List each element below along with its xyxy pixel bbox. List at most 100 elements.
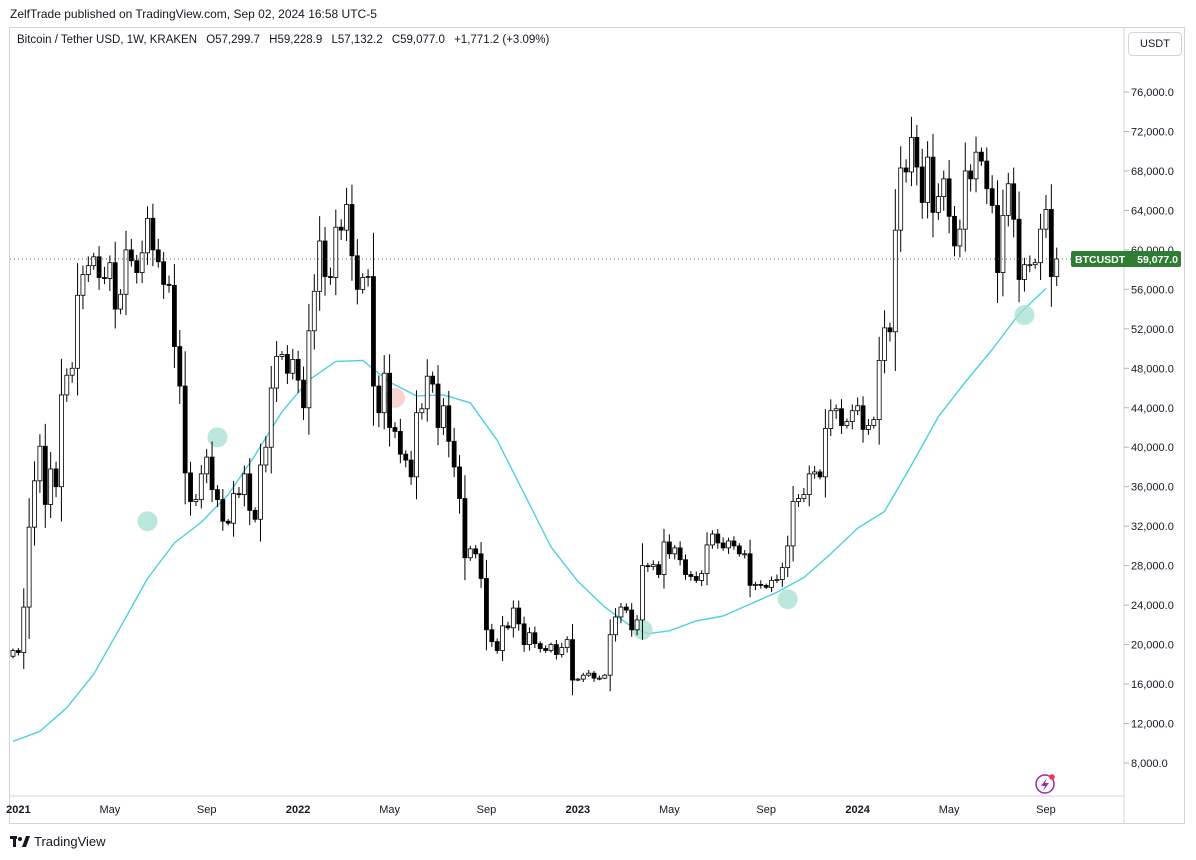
candle	[898, 146, 904, 252]
candle	[317, 216, 323, 311]
candle	[225, 519, 231, 526]
candle	[128, 238, 134, 267]
candle-body-up	[564, 639, 570, 648]
candle-body-down	[914, 136, 920, 168]
y-tick-label: 40,000.0	[1131, 442, 1174, 454]
candle	[231, 481, 236, 537]
candle-body-up	[69, 367, 75, 376]
candle	[69, 362, 75, 383]
x-tick-label: May	[379, 804, 400, 816]
candle-body-up	[855, 405, 861, 412]
candle-body-down	[457, 466, 462, 499]
candle	[247, 458, 253, 526]
candle	[354, 239, 360, 305]
candle	[155, 238, 161, 268]
candle	[139, 240, 145, 284]
candle	[844, 418, 850, 429]
candle	[91, 252, 97, 270]
candle-body-up	[311, 290, 317, 332]
price-tag-value: 59,077.0	[1137, 254, 1178, 266]
x-tick-label: Sep	[477, 804, 497, 816]
candle	[161, 252, 167, 300]
candle-body-up	[231, 493, 236, 524]
candle-body-up	[790, 501, 796, 547]
candle-body-up	[414, 412, 419, 478]
candle-body-down	[570, 639, 575, 681]
candle	[564, 636, 570, 653]
candle-body-down	[15, 650, 21, 653]
candle-body-down	[629, 609, 635, 631]
candle-body-up	[704, 544, 710, 574]
candle	[629, 603, 635, 637]
candle	[995, 180, 1000, 303]
candle	[473, 545, 479, 559]
candle-body-up	[333, 226, 339, 278]
symbol-info-bar: Bitcoin / Tether USD, 1W, KRAKEN O57,299…	[17, 34, 549, 46]
candle	[666, 534, 672, 559]
candle	[462, 475, 468, 581]
candle-body-down	[96, 256, 102, 278]
candle-body-up	[575, 678, 581, 681]
candle-body-down	[161, 261, 167, 285]
candle	[521, 616, 527, 652]
candle	[892, 189, 898, 372]
candle	[489, 623, 495, 647]
candle-body-down	[295, 359, 301, 381]
candle	[925, 141, 930, 219]
candle-body-up	[801, 494, 807, 499]
candle-body-down	[354, 255, 360, 290]
candle	[414, 390, 419, 500]
candle-body-down	[543, 648, 549, 651]
symbol-name[interactable]: Bitcoin / Tether USD, 1W, KRAKEN	[17, 34, 198, 46]
candle-body-down	[952, 215, 957, 247]
candle-body-down	[171, 285, 177, 347]
candle-body-up	[204, 456, 210, 475]
candle	[435, 365, 441, 446]
y-tick-label: 16,000.0	[1131, 679, 1174, 691]
candle	[645, 562, 651, 572]
candle-body-up	[424, 375, 430, 410]
candle	[1016, 191, 1022, 303]
candle	[935, 183, 941, 220]
candle	[559, 642, 565, 658]
candle-body-down	[102, 277, 107, 279]
candle-body-up	[618, 606, 624, 618]
candle-body-up	[892, 229, 898, 333]
candle	[274, 341, 280, 402]
candle	[1027, 255, 1033, 273]
candle-body-down	[919, 166, 925, 203]
candle	[166, 275, 172, 293]
candle	[381, 355, 387, 430]
candle-body-up	[500, 625, 505, 651]
candle	[882, 310, 887, 374]
candle-body-down	[42, 445, 48, 505]
y-tick-label: 68,000.0	[1131, 166, 1174, 178]
candle	[984, 147, 990, 205]
candle	[333, 209, 339, 296]
candle	[306, 303, 312, 435]
candle	[365, 269, 371, 287]
candle-body-up	[10, 650, 16, 657]
candle-body-down	[188, 472, 193, 502]
candle	[833, 404, 839, 419]
candle-body-up	[710, 533, 715, 546]
candle	[21, 588, 27, 670]
candle-body-down	[225, 520, 231, 524]
candle	[677, 541, 683, 566]
candle-body-up	[586, 672, 592, 676]
candle-body-up	[193, 499, 199, 502]
lightning-icon[interactable]	[1035, 774, 1055, 794]
candle-body-up	[822, 428, 828, 478]
candle-body-down	[677, 547, 683, 561]
candle	[575, 677, 581, 682]
candle-body-down	[763, 584, 769, 588]
candle	[198, 464, 204, 509]
candle-body-up	[640, 565, 645, 621]
tradingview-brand[interactable]: TradingView	[10, 834, 106, 849]
price-tag-ticker: BTCUSDT	[1075, 254, 1126, 266]
candle-body-down	[860, 405, 866, 430]
currency-button[interactable]: USDT	[1128, 32, 1182, 56]
candle	[715, 529, 721, 549]
candle	[446, 390, 452, 458]
